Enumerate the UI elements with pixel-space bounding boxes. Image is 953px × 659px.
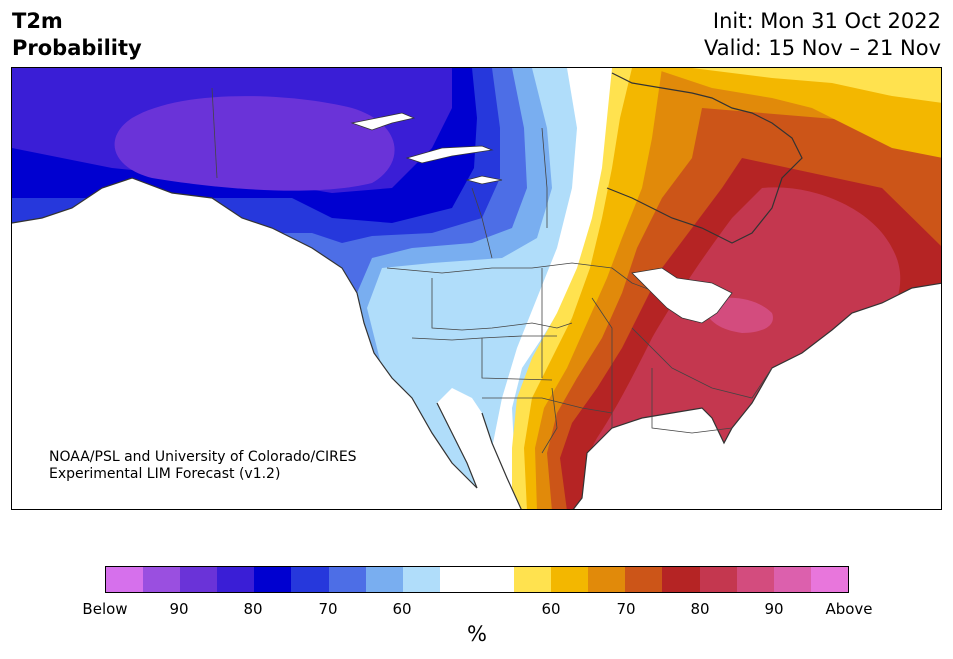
colorbar-segment — [736, 567, 774, 592]
title-variable: T2m — [12, 9, 63, 33]
colorbar-segment — [328, 567, 366, 592]
colorbar-segment — [551, 567, 589, 592]
colorbar-segment — [773, 567, 811, 592]
credit-line-2: Experimental LIM Forecast (v1.2) — [49, 466, 281, 482]
colorbar-segment — [254, 567, 292, 592]
probability-map — [12, 68, 941, 509]
colorbar-segment — [476, 567, 515, 592]
tick-warm-70: 70 — [616, 600, 636, 618]
map-panel — [11, 67, 942, 510]
colorbar-segment — [588, 567, 626, 592]
tick-below: Below — [82, 600, 128, 618]
colorbar-segment — [402, 567, 440, 592]
colorbar-segment — [625, 567, 663, 592]
colorbar-segment — [699, 567, 737, 592]
tick-warm-80: 80 — [690, 600, 710, 618]
colorbar-segment — [365, 567, 403, 592]
colorbar-segment — [810, 567, 848, 592]
tick-cold-70: 70 — [318, 600, 338, 618]
title-type: Probability — [12, 36, 142, 60]
credit-block: NOAA/PSL and University of Colorado/CIRE… — [49, 449, 357, 483]
credit-line-1: NOAA/PSL and University of Colorado/CIRE… — [49, 449, 357, 465]
colorbar-segment — [217, 567, 255, 592]
tick-cold-80: 80 — [243, 600, 263, 618]
tick-above: Above — [825, 600, 873, 618]
date-block: Init: Mon 31 Oct 2022 Valid: 15 Nov – 21… — [704, 8, 941, 62]
tick-warm-90: 90 — [764, 600, 784, 618]
colorbar-segment — [143, 567, 181, 592]
borders — [211, 87, 773, 454]
init-date: Init: Mon 31 Oct 2022 — [712, 9, 941, 33]
colorbar-segment — [180, 567, 218, 592]
coastlines — [12, 72, 941, 509]
colorbar-segment — [291, 567, 329, 592]
colorbar-unit: % — [467, 622, 487, 646]
title-block: T2m Probability — [12, 8, 142, 62]
colorbar-segment — [662, 567, 700, 592]
tick-cold-60: 60 — [392, 600, 412, 618]
tick-cold-90: 90 — [169, 600, 189, 618]
tick-warm-60: 60 — [541, 600, 561, 618]
lakes — [350, 112, 733, 324]
valid-period: Valid: 15 Nov – 21 Nov — [704, 36, 941, 60]
colorbar-segment — [439, 567, 477, 592]
colorbar-segment — [514, 567, 552, 592]
colorbar-segment — [106, 567, 144, 592]
colorbar — [105, 566, 849, 593]
